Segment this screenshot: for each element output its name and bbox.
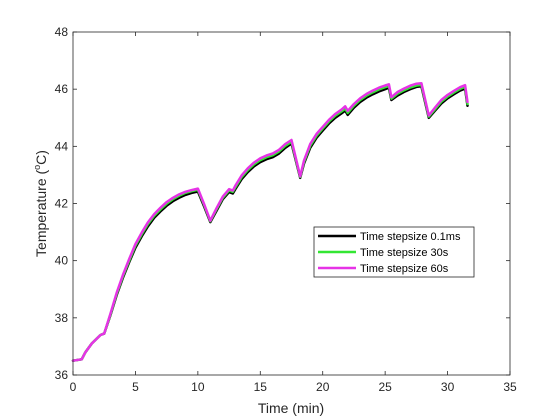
legend: Time stepsize 0.1ms Time stepsize 30s Ti… (313, 226, 475, 278)
series-line-2 (71, 81, 469, 362)
y-tick-label: 42 (55, 197, 69, 211)
series-layer (71, 81, 469, 362)
x-tick-label: 0 (70, 380, 77, 394)
y-tick-label: 40 (55, 254, 69, 268)
y-tick-label: 36 (55, 368, 69, 382)
y-tick-label: 38 (55, 311, 69, 325)
x-tick-label: 35 (503, 380, 517, 394)
x-tick-label: 20 (316, 380, 330, 394)
legend-label-1: Time stepsize 30s (360, 247, 449, 259)
x-tick-label: 10 (191, 380, 205, 394)
x-tick-label: 30 (441, 380, 455, 394)
legend-label-2: Time stepsize 60s (360, 263, 449, 275)
x-tick-label: 15 (254, 380, 268, 394)
plot-area (73, 32, 510, 375)
legend-label-0: Time stepsize 0.1ms (360, 231, 461, 243)
y-axis-title-superscript: o (32, 165, 42, 170)
y-axis-title-main: Temperature ( (33, 169, 49, 256)
x-axis-title: Time (min) (258, 400, 324, 416)
x-tick-label: 5 (132, 380, 139, 394)
y-tick-label: 48 (55, 25, 69, 39)
y-tick-label: 44 (55, 139, 69, 153)
y-axis-title: Temperature (oC) (32, 150, 49, 257)
x-axis-ticks: 0 5 10 15 20 25 30 35 (70, 32, 517, 394)
y-axis-ticks: 36 38 40 42 44 46 48 (55, 25, 510, 382)
y-axis-title-unit: C) (33, 150, 49, 165)
y-tick-label: 46 (55, 82, 69, 96)
x-tick-label: 25 (378, 380, 392, 394)
